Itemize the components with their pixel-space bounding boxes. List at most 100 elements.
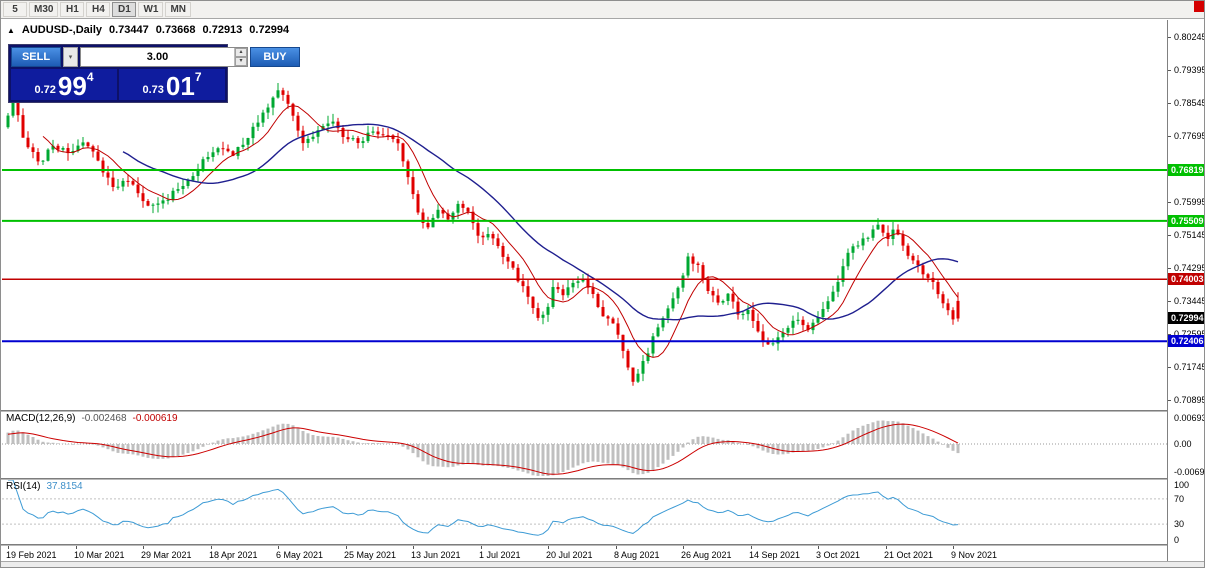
bid-prefix: 0.72 xyxy=(34,84,56,96)
axis-tickmark xyxy=(1168,367,1171,368)
price-tick-label: 0.73445 xyxy=(1174,296,1205,306)
date-axis-label: 8 Aug 2021 xyxy=(614,550,660,560)
date-tickmark xyxy=(76,546,77,549)
axis-tickmark xyxy=(1168,235,1171,236)
date-tickmark xyxy=(751,546,752,549)
buy-button[interactable]: BUY xyxy=(250,47,300,67)
panel-divider[interactable] xyxy=(1,410,1204,412)
quote-low: 0.72913 xyxy=(202,24,243,36)
price-chart[interactable] xyxy=(2,20,1167,410)
date-axis-label: 1 Jul 2021 xyxy=(479,550,521,560)
date-axis-label: 26 Aug 2021 xyxy=(681,550,732,560)
date-tickmark xyxy=(616,546,617,549)
macd-signal-value: -0.000619 xyxy=(132,413,178,424)
rsi-panel[interactable] xyxy=(2,480,1167,543)
macd-panel[interactable] xyxy=(2,412,1167,476)
rsi-axis-label: 100 xyxy=(1174,480,1190,490)
axis-tickmark xyxy=(1168,136,1171,137)
axis-tickmark xyxy=(1168,268,1171,269)
price-tick-label: 0.70895 xyxy=(1174,395,1205,405)
date-axis-label: 6 May 2021 xyxy=(276,550,324,560)
macd-signal-line xyxy=(7,423,959,475)
axis-tickmark xyxy=(1168,334,1171,335)
timeframe-button-h4[interactable]: H4 xyxy=(86,2,111,17)
axis-tickmark xyxy=(1168,202,1171,203)
macd-main-value: -0.002468 xyxy=(81,413,127,424)
price-tick-label: 0.74295 xyxy=(1174,263,1205,273)
date-axis-label: 14 Sep 2021 xyxy=(749,550,801,560)
date-axis[interactable]: 19 Feb 2021 10 Mar 2021 29 Mar 2021 18 Apr … xyxy=(2,546,1167,561)
date-axis-label: 3 Oct 2021 xyxy=(816,550,861,560)
date-axis-label: 29 Mar 2021 xyxy=(141,550,192,560)
date-axis-label: 21 Oct 2021 xyxy=(884,550,934,560)
rsi-axis-label: 30 xyxy=(1174,519,1185,529)
date-tickmark xyxy=(278,546,279,549)
macd-header: MACD(12,26,9) -0.002468 -0.000619 xyxy=(6,413,178,424)
date-tickmark xyxy=(886,546,887,549)
price-tick-label: 0.71745 xyxy=(1174,362,1205,372)
date-axis-label: 25 May 2021 xyxy=(344,550,397,560)
level-price-badge: 0.76819 xyxy=(1168,164,1204,176)
rsi-axis-label: 70 xyxy=(1174,494,1185,504)
quote-close: 0.72994 xyxy=(249,24,290,36)
timeframe-button-m30[interactable]: M30 xyxy=(29,2,59,17)
date-axis-label: 9 Nov 2021 xyxy=(951,550,998,560)
rsi-axis-label: 0 xyxy=(1174,535,1180,545)
bid-pip-digit: 4 xyxy=(86,70,94,84)
moving-average-line xyxy=(122,123,959,321)
date-tickmark xyxy=(211,546,212,549)
bottom-strip xyxy=(1,561,1204,567)
one-click-trading-panel: SELL ▾ ▴ ▾ BUY 0.72 99 4 0.73 01 7 xyxy=(9,45,300,102)
axis-tickmark xyxy=(1168,400,1171,401)
moving-average-line xyxy=(42,105,959,358)
macd-label: MACD(12,26,9) xyxy=(6,413,76,424)
date-tickmark xyxy=(953,546,954,549)
quote-open: 0.73447 xyxy=(109,24,149,36)
date-axis-label: 18 Apr 2021 xyxy=(209,550,258,560)
date-axis-label: 19 Feb 2021 xyxy=(6,550,57,560)
lot-size-field: ▴ ▾ xyxy=(80,47,248,67)
macd-axis-label: 0.006936 xyxy=(1174,413,1204,423)
date-axis-label: 13 Jun 2021 xyxy=(411,550,461,560)
date-axis-label: 20 Jul 2021 xyxy=(546,550,593,560)
timeframe-toolbar: 5 M30 H1 H4 D1 W1 MN xyxy=(1,1,1204,19)
date-tickmark xyxy=(818,546,819,549)
macd-axis-label: 0.00 xyxy=(1174,439,1192,449)
timeframe-button-5[interactable]: 5 xyxy=(3,2,27,17)
timeframe-button-mn[interactable]: MN xyxy=(165,2,192,17)
bid-price[interactable]: 0.72 99 4 xyxy=(11,69,117,100)
lot-decrease-button[interactable]: ▾ xyxy=(235,57,247,66)
date-tickmark xyxy=(143,546,144,549)
panel-divider[interactable] xyxy=(1,478,1204,480)
rsi-line xyxy=(8,480,959,536)
date-axis-label: 10 Mar 2021 xyxy=(74,550,125,560)
price-tick-label: 0.78545 xyxy=(1174,98,1205,108)
price-axis[interactable]: 0.802450.793950.785450.776950.768450.759… xyxy=(1167,20,1205,561)
timeframe-button-d1[interactable]: D1 xyxy=(112,2,137,17)
ask-pip-digit: 7 xyxy=(194,70,202,84)
window-corner-marker xyxy=(1194,1,1204,12)
price-tick-label: 0.72595 xyxy=(1174,329,1205,339)
date-tickmark xyxy=(683,546,684,549)
quote-high: 0.73668 xyxy=(155,24,196,36)
panel-divider[interactable] xyxy=(1,544,1204,546)
macd-histogram xyxy=(6,420,960,476)
lot-dropdown-button[interactable]: ▾ xyxy=(63,47,78,67)
chevron-down-icon: ▾ xyxy=(68,54,73,61)
chart-quote-bar: ▲ AUDUSD-,Daily 0.73447 0.73668 0.72913 … xyxy=(7,24,289,36)
macd-axis-label: -0.006936 xyxy=(1174,467,1205,477)
current-price-badge: 0.72994 xyxy=(1168,312,1204,324)
axis-tickmark xyxy=(1168,103,1171,104)
ask-price[interactable]: 0.73 01 7 xyxy=(119,69,225,100)
ask-prefix: 0.73 xyxy=(142,84,164,96)
timeframe-button-h1[interactable]: H1 xyxy=(60,2,85,17)
price-tick-label: 0.77695 xyxy=(1174,131,1205,141)
sell-button[interactable]: SELL xyxy=(11,47,61,67)
timeframe-button-w1[interactable]: W1 xyxy=(138,2,164,17)
symbol-arrow-icon: ▲ xyxy=(7,25,15,35)
lot-size-input[interactable] xyxy=(81,48,234,66)
axis-tickmark xyxy=(1168,37,1171,38)
date-tickmark xyxy=(346,546,347,549)
lot-increase-button[interactable]: ▴ xyxy=(235,48,247,57)
